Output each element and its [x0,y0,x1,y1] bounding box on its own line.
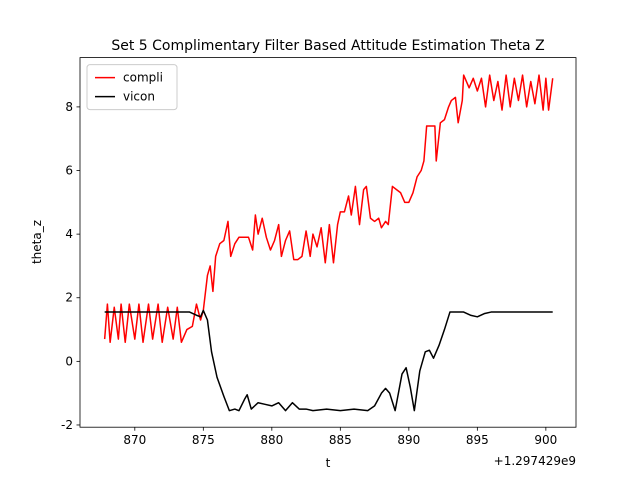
series-line [103,74,554,344]
x-tick-label: 895 [466,433,489,447]
x-offset-label: +1.297429e9 [494,454,576,468]
y-tick-label: -2 [61,418,73,432]
y-tick-label: 2 [65,291,73,305]
x-tick-label: 890 [397,433,420,447]
legend-label: vicon [123,90,155,104]
series-line [104,309,553,412]
x-tick-label: 885 [329,433,352,447]
legend-label: compli [123,71,163,85]
x-tick-label: 875 [192,433,215,447]
axes-frame [79,57,577,428]
chart-title: Set 5 Complimentary Filter Based Attitud… [111,38,544,54]
x-axis-label: t [326,456,331,470]
y-axis-label: theta_z [30,220,44,264]
x-tick-label: 880 [260,433,283,447]
legend-box [86,64,178,111]
y-tick-label: 4 [65,227,73,241]
y-tick-label: 6 [65,164,73,178]
legend: compli vicon [86,64,178,111]
y-tick-label: 8 [65,100,73,114]
y-tick-label: 0 [65,354,73,368]
x-tick-label: 900 [534,433,557,447]
x-tick-label: 870 [123,433,146,447]
